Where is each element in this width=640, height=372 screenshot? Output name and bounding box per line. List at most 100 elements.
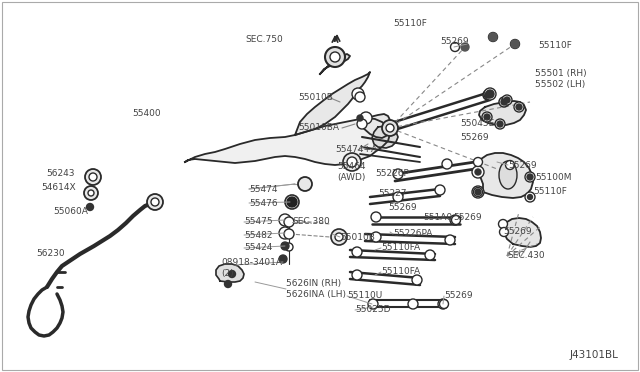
Text: 55110U: 55110U: [347, 292, 382, 301]
Circle shape: [497, 121, 503, 127]
Circle shape: [499, 97, 509, 107]
Text: 55475: 55475: [244, 218, 273, 227]
Circle shape: [284, 229, 294, 239]
Circle shape: [386, 124, 394, 132]
Polygon shape: [372, 126, 398, 148]
Circle shape: [495, 119, 505, 129]
Circle shape: [516, 104, 522, 110]
Text: 5626IN (RH)
5626INA (LH): 5626IN (RH) 5626INA (LH): [286, 279, 346, 299]
Circle shape: [504, 97, 510, 103]
Circle shape: [484, 88, 496, 100]
Circle shape: [499, 228, 509, 237]
Circle shape: [371, 232, 381, 242]
Text: 55226PA: 55226PA: [393, 230, 433, 238]
Circle shape: [527, 195, 532, 199]
Circle shape: [514, 102, 524, 112]
Text: SEC.380: SEC.380: [292, 218, 330, 227]
Text: 55269: 55269: [508, 160, 536, 170]
Circle shape: [279, 227, 291, 239]
Circle shape: [331, 229, 347, 245]
Text: J43101BL: J43101BL: [569, 350, 618, 360]
Text: 55226P: 55226P: [375, 169, 409, 177]
Circle shape: [474, 157, 483, 167]
Circle shape: [382, 120, 398, 136]
Circle shape: [440, 299, 449, 308]
Polygon shape: [320, 54, 350, 74]
Text: 55269: 55269: [503, 228, 532, 237]
Text: 56243: 56243: [46, 169, 74, 177]
Text: 55269: 55269: [453, 214, 482, 222]
Ellipse shape: [499, 161, 517, 189]
Circle shape: [472, 166, 484, 178]
Circle shape: [484, 114, 490, 120]
Circle shape: [475, 169, 481, 175]
Text: 55227: 55227: [378, 189, 406, 199]
Circle shape: [147, 194, 163, 210]
Circle shape: [84, 186, 98, 200]
Circle shape: [445, 235, 455, 245]
Circle shape: [393, 169, 403, 179]
Circle shape: [89, 173, 97, 181]
Circle shape: [355, 92, 365, 102]
Circle shape: [450, 215, 460, 225]
Circle shape: [228, 270, 236, 278]
Circle shape: [527, 174, 533, 180]
Circle shape: [325, 47, 345, 67]
Circle shape: [438, 299, 448, 309]
Text: 55010B: 55010B: [298, 93, 333, 103]
Circle shape: [435, 185, 445, 195]
Text: 55482: 55482: [244, 231, 273, 240]
Text: 55110F: 55110F: [533, 187, 567, 196]
Circle shape: [86, 203, 93, 211]
Circle shape: [279, 214, 291, 226]
Circle shape: [451, 42, 460, 51]
Text: 55501 (RH)
55502 (LH): 55501 (RH) 55502 (LH): [535, 69, 587, 89]
Circle shape: [506, 160, 515, 170]
Circle shape: [88, 190, 94, 196]
Circle shape: [343, 153, 361, 171]
Text: 55474+A: 55474+A: [335, 145, 377, 154]
Circle shape: [281, 242, 289, 250]
Text: 55010BA: 55010BA: [298, 124, 339, 132]
Circle shape: [357, 115, 363, 121]
Circle shape: [525, 192, 535, 202]
Text: 551A0: 551A0: [423, 214, 452, 222]
Text: SEC.750: SEC.750: [245, 35, 283, 45]
Circle shape: [279, 255, 287, 263]
Polygon shape: [362, 114, 392, 138]
Circle shape: [85, 169, 101, 185]
Text: 55025D: 55025D: [355, 305, 390, 314]
Polygon shape: [216, 264, 244, 282]
Text: 55110FA: 55110FA: [381, 267, 420, 276]
Circle shape: [461, 43, 469, 51]
Polygon shape: [295, 72, 370, 135]
Circle shape: [483, 90, 493, 100]
Circle shape: [525, 172, 535, 182]
Circle shape: [360, 112, 372, 124]
Circle shape: [511, 40, 519, 48]
Circle shape: [499, 219, 508, 228]
Circle shape: [335, 233, 343, 241]
Text: SEC.430: SEC.430: [507, 251, 545, 260]
Text: 55464
(AWD): 55464 (AWD): [337, 162, 365, 182]
Circle shape: [442, 159, 452, 169]
Circle shape: [451, 215, 461, 224]
Circle shape: [151, 198, 159, 206]
Text: 55400: 55400: [132, 109, 161, 119]
Text: 54614X: 54614X: [41, 183, 76, 192]
Circle shape: [352, 247, 362, 257]
Circle shape: [225, 280, 232, 288]
Text: 55110F: 55110F: [393, 19, 427, 29]
Text: 55100M: 55100M: [535, 173, 572, 183]
Circle shape: [298, 177, 312, 191]
Circle shape: [489, 33, 497, 41]
Text: 55474: 55474: [249, 185, 278, 193]
Text: 55010B: 55010B: [340, 232, 375, 241]
Circle shape: [501, 99, 507, 105]
Circle shape: [486, 90, 494, 98]
Text: 55476: 55476: [249, 199, 278, 208]
Polygon shape: [478, 153, 533, 198]
Text: 55110FA: 55110FA: [381, 244, 420, 253]
Circle shape: [284, 217, 294, 227]
Text: 55269: 55269: [440, 38, 468, 46]
